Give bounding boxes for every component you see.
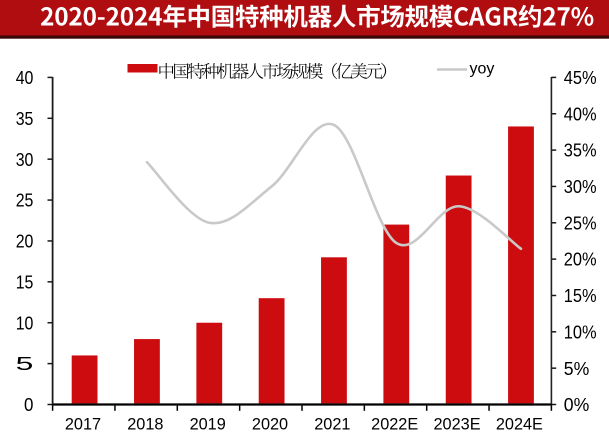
svg-text:35: 35 bbox=[16, 109, 34, 129]
svg-text:15%: 15% bbox=[564, 286, 597, 306]
svg-text:25%: 25% bbox=[564, 213, 597, 233]
svg-text:30: 30 bbox=[16, 150, 34, 170]
svg-text:10%: 10% bbox=[564, 322, 597, 342]
svg-text:25: 25 bbox=[16, 191, 34, 211]
svg-text:0%: 0% bbox=[564, 395, 590, 415]
svg-text:2019: 2019 bbox=[190, 416, 226, 434]
svg-text:5%: 5% bbox=[564, 359, 590, 379]
svg-text:2021: 2021 bbox=[314, 416, 350, 434]
svg-text:35%: 35% bbox=[564, 141, 597, 161]
svg-text:40%: 40% bbox=[564, 104, 597, 124]
svg-text:2024E: 2024E bbox=[496, 416, 543, 434]
svg-text:15: 15 bbox=[16, 272, 34, 292]
svg-text:2017: 2017 bbox=[65, 416, 101, 434]
svg-text:20%: 20% bbox=[564, 250, 597, 270]
svg-text:2023E: 2023E bbox=[433, 416, 480, 434]
svg-text:2020: 2020 bbox=[252, 416, 288, 434]
svg-text:0: 0 bbox=[24, 395, 33, 415]
svg-text:40: 40 bbox=[16, 68, 34, 88]
svg-text:5: 5 bbox=[16, 354, 34, 374]
svg-text:10: 10 bbox=[16, 313, 34, 333]
svg-text:2018: 2018 bbox=[127, 416, 163, 434]
svg-text:2022E: 2022E bbox=[371, 416, 418, 434]
svg-text:yoy: yoy bbox=[470, 61, 495, 78]
svg-text:45%: 45% bbox=[564, 68, 597, 88]
svg-text:20: 20 bbox=[16, 232, 34, 252]
svg-text:30%: 30% bbox=[564, 177, 597, 197]
